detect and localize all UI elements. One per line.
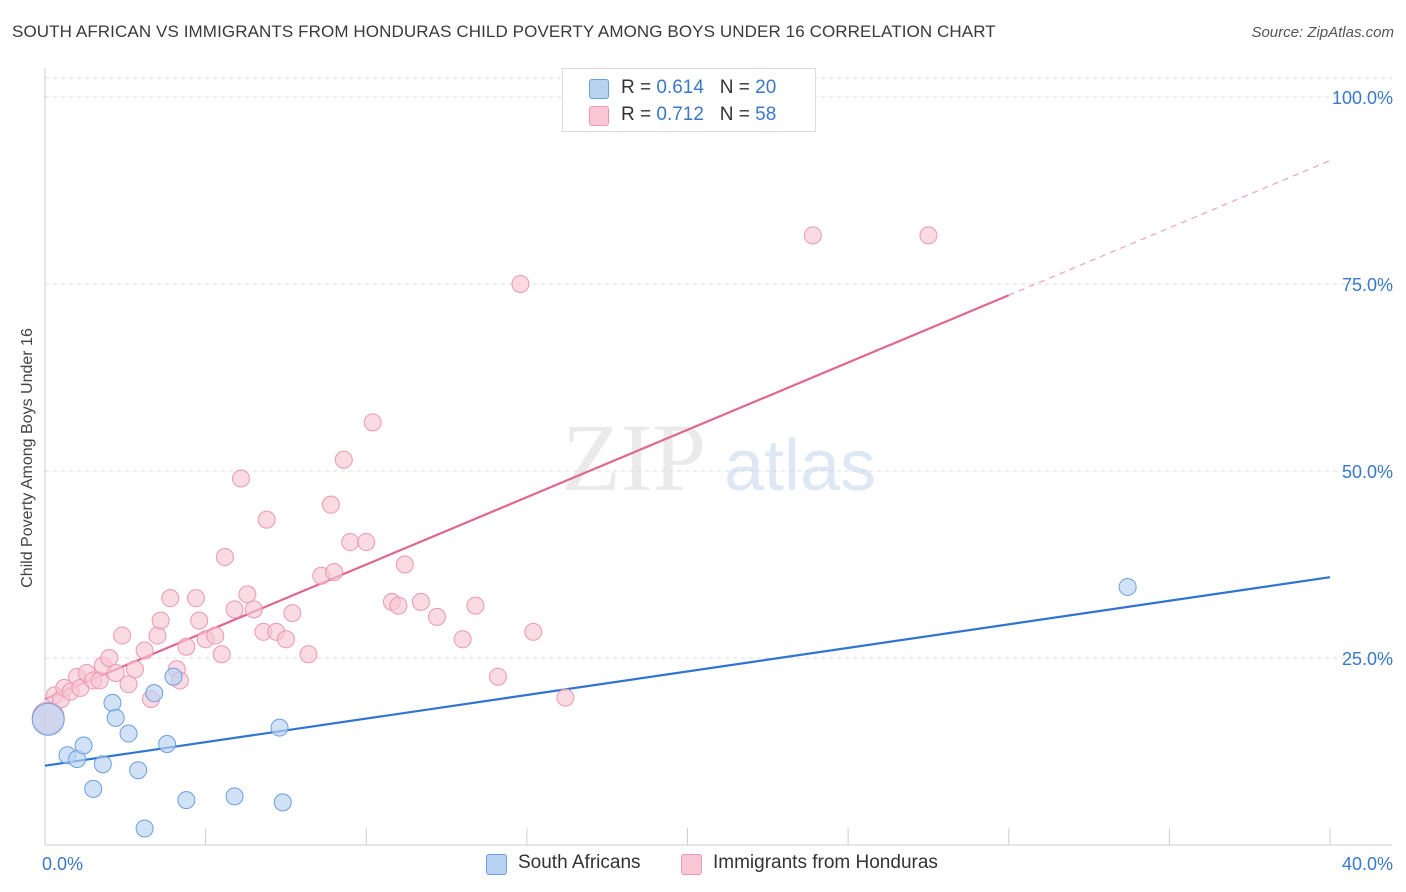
point-south-africans (74, 736, 93, 755)
point-honduras (119, 675, 138, 694)
data-points (31, 226, 1137, 838)
legend-label: South Africans (518, 852, 641, 873)
point-honduras (90, 671, 109, 690)
point-honduras (212, 645, 231, 664)
legend-swatch-pink (589, 106, 609, 126)
legend-n-value: 20 (755, 77, 777, 98)
point-honduras (113, 626, 132, 645)
point-honduras (135, 641, 154, 660)
point-south-africans (84, 779, 103, 798)
point-honduras (334, 450, 353, 469)
point-south-africans (270, 718, 289, 737)
point-honduras (100, 649, 119, 667)
point-honduras (363, 413, 382, 432)
axes (44, 68, 1392, 846)
point-honduras (325, 562, 344, 581)
point-honduras (225, 600, 244, 619)
point-south-africans (177, 791, 196, 810)
point-honduras (357, 533, 376, 552)
point-honduras (238, 585, 257, 604)
y-axis-title: Child Poverty Among Boys Under 16 (19, 328, 36, 588)
point-honduras (276, 630, 295, 649)
chart-title: SOUTH AFRICAN VS IMMIGRANTS FROM HONDURA… (12, 22, 996, 41)
point-honduras (803, 226, 822, 245)
point-honduras (231, 469, 250, 488)
point-south-africans (164, 667, 183, 686)
point-honduras (389, 596, 408, 615)
point-honduras (299, 645, 318, 664)
point-honduras (125, 660, 144, 679)
legend-swatch-blue (589, 79, 609, 99)
point-honduras (190, 611, 209, 630)
point-honduras (186, 589, 205, 608)
y-tick-label: 100.0% (1332, 88, 1393, 108)
point-honduras (148, 626, 167, 645)
x-tick-label: 40.0% (1342, 854, 1393, 874)
y-tick-label: 75.0% (1342, 275, 1393, 295)
point-south-africans (145, 684, 164, 703)
tick-labels: 25.0% 50.0% 75.0% 100.0% 0.0% 40.0% (42, 88, 1393, 874)
point-south-africans (135, 819, 154, 838)
point-south-africans (129, 761, 148, 780)
correlation-legend: R = 0.614 N = 20 R = 0.712 N = 58 (562, 68, 816, 132)
trend-extension-honduras (1008, 160, 1331, 296)
legend-label: Immigrants from Honduras (713, 852, 938, 873)
point-honduras (427, 607, 446, 626)
point-south-africans (93, 755, 112, 774)
x-tick-label: 0.0% (42, 854, 83, 874)
point-south-africans (31, 702, 65, 736)
point-honduras (466, 596, 485, 615)
legend-r-value: 0.614 (656, 77, 704, 98)
point-honduras (106, 663, 125, 682)
point-honduras (215, 548, 234, 567)
point-south-africans (119, 724, 138, 743)
point-south-africans (273, 793, 292, 812)
point-honduras (511, 275, 530, 293)
y-tick-label: 50.0% (1342, 462, 1393, 482)
point-honduras (411, 592, 430, 611)
point-honduras (556, 688, 575, 707)
watermark: ZIP atlas (562, 404, 876, 511)
legend-swatch-pink (681, 854, 702, 875)
watermark-zip: ZIP (562, 404, 706, 511)
point-honduras (206, 626, 225, 645)
gridlines (45, 77, 1392, 659)
trend-line-south-africans (44, 576, 1331, 767)
y-tick-label: 25.0% (1342, 649, 1393, 669)
point-honduras (321, 495, 340, 514)
point-honduras (524, 622, 543, 641)
legend-r-label: R = (621, 77, 657, 98)
point-honduras (161, 589, 180, 608)
point-south-africans (1118, 577, 1137, 596)
point-honduras (488, 667, 507, 686)
point-south-africans (106, 708, 125, 727)
point-honduras (257, 510, 276, 529)
point-honduras (341, 533, 360, 552)
source-credit: Source: ZipAtlas.com (1251, 24, 1394, 41)
point-honduras (283, 604, 302, 623)
legend-r-value: 0.712 (656, 104, 704, 125)
point-honduras (395, 555, 414, 574)
point-south-africans (158, 735, 177, 754)
point-honduras (453, 630, 472, 649)
legend-n-label: N = (719, 77, 756, 98)
point-honduras (177, 637, 196, 656)
legend-n-value: 58 (755, 104, 777, 125)
point-honduras (151, 611, 170, 630)
legend-r-label: R = (621, 104, 657, 125)
point-honduras (244, 600, 263, 619)
point-south-africans (103, 693, 122, 712)
point-south-africans (225, 787, 244, 806)
watermark-atlas: atlas (724, 426, 876, 506)
point-honduras (919, 226, 938, 245)
legend-swatch-blue (486, 854, 507, 875)
legend-n-label: N = (719, 104, 756, 125)
